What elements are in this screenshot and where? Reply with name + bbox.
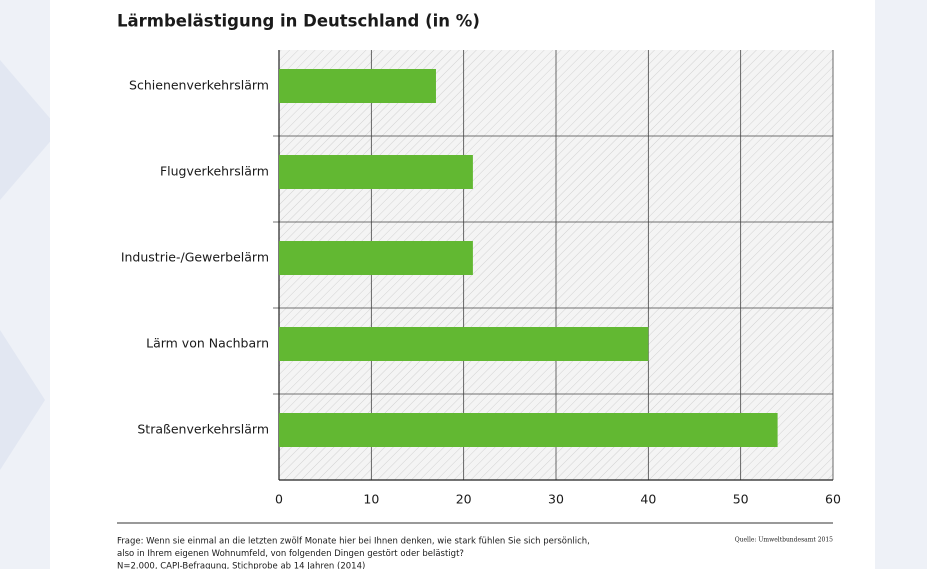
y-tick-label: Industrie-/Gewerbelärm xyxy=(121,250,269,265)
bar xyxy=(279,327,649,361)
y-tick-label: Straßenverkehrslärm xyxy=(137,422,269,437)
x-tick-label: 50 xyxy=(733,492,749,507)
x-tick-label: 60 xyxy=(825,492,841,507)
footnote: Frage: Wenn sie einmal an die letzten zw… xyxy=(117,537,590,547)
x-tick-label: 20 xyxy=(456,492,472,507)
x-tick-label: 30 xyxy=(548,492,564,507)
bar xyxy=(279,241,473,275)
decoration xyxy=(0,60,60,200)
decoration xyxy=(0,330,45,470)
y-tick-label: Flugverkehrslärm xyxy=(160,164,269,179)
bar xyxy=(279,155,473,189)
footnote: also in Ihrem eigenen Wohnumfeld, von fo… xyxy=(117,549,464,559)
footnote: N=2.000, CAPI-Befragung, Stichprobe ab 1… xyxy=(117,562,365,569)
y-tick-label: Lärm von Nachbarn xyxy=(146,336,269,351)
y-tick-label: Schienenverkehrslärm xyxy=(129,78,269,93)
x-tick-label: 0 xyxy=(275,492,283,507)
source: Quelle: Umweltbundesamt 2015 xyxy=(735,537,833,544)
x-tick-label: 40 xyxy=(640,492,656,507)
bar xyxy=(279,69,436,103)
chart-title: Lärmbelästigung in Deutschland (in %) xyxy=(117,12,480,31)
x-tick-label: 10 xyxy=(363,492,379,507)
bar xyxy=(279,413,778,447)
